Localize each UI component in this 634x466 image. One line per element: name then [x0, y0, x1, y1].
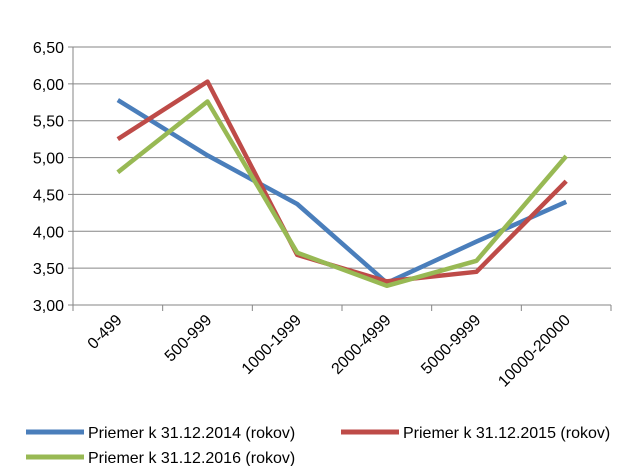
series-lines	[116, 79, 568, 289]
x-tick-label: 10000-20000	[495, 312, 574, 391]
series-line-2	[116, 79, 568, 284]
legend-item-2: Priemer k 31.12.2015 (rokov)	[341, 425, 610, 442]
y-tick-labels: 3,00 3,50 4,00 4,50 5,00 5,50 6,00 6,50	[33, 40, 64, 315]
gridlines	[73, 46, 611, 269]
x-tick-label: 0-499	[85, 312, 126, 353]
y-tick-label: 3,50	[33, 261, 64, 278]
axes	[68, 46, 612, 311]
y-tick-label: 6,50	[33, 40, 64, 57]
x-tick-label: 500-999	[162, 312, 216, 366]
x-tick-label: 2000-4999	[329, 312, 395, 378]
y-tick-label: 5,50	[33, 114, 64, 131]
x-tick-label: 1000-1999	[239, 312, 305, 378]
y-tick-label: 4,00	[33, 224, 64, 241]
x-tick-labels: 0-499 500-999 1000-1999 2000-4999 5000-9999 1…	[85, 312, 574, 391]
series-line-3	[116, 99, 568, 289]
series-line-1	[116, 98, 568, 286]
y-tick-label: 6,00	[33, 77, 64, 94]
legend-item-3: Priemer k 31.12.2016 (rokov)	[26, 450, 295, 466]
y-tick-label: 3,00	[33, 298, 64, 315]
legend-label: Priemer k 31.12.2015 (rokov)	[403, 425, 610, 442]
x-tick-label: 5000-9999	[418, 312, 484, 378]
y-tick-label: 4,50	[33, 187, 64, 204]
legend-label: Priemer k 31.12.2014 (rokov)	[88, 425, 295, 442]
legend-item-1: Priemer k 31.12.2014 (rokov)	[26, 425, 295, 442]
legend-label: Priemer k 31.12.2016 (rokov)	[88, 450, 295, 466]
legend: Priemer k 31.12.2014 (rokov) Priemer k 31…	[26, 425, 610, 466]
y-tick-label: 5,00	[33, 151, 64, 168]
